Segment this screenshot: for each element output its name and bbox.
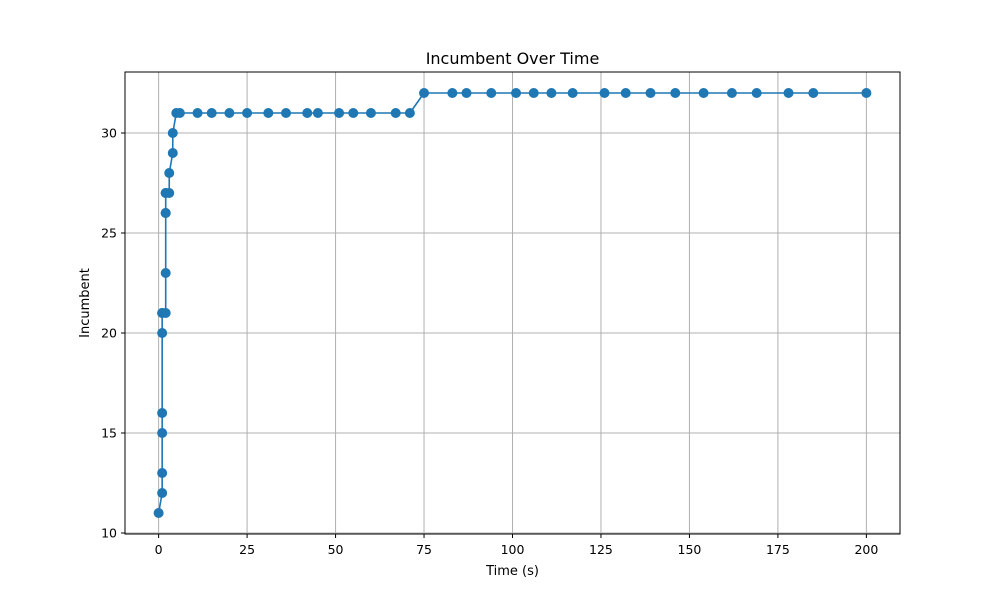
data-point [419,88,430,98]
data-point [242,108,253,118]
data-point [157,488,168,498]
data-point [546,88,557,98]
data-point [160,268,171,278]
data-point [174,108,185,118]
data-point [312,108,323,118]
data-point [511,88,522,98]
data-point [726,88,737,98]
y-tick-label: 15 [101,426,117,441]
x-tick-label: 175 [766,542,790,557]
grid [125,72,900,534]
data-point [153,508,164,518]
y-tick-label: 30 [101,126,117,141]
x-tick-label: 50 [328,542,344,557]
chart-title: Incumbent Over Time [426,49,600,68]
data-point [281,108,292,118]
y-axis-label: Incumbent [78,268,93,338]
x-tick-label: 0 [155,542,163,557]
data-point [167,148,178,158]
data-point [164,188,175,198]
data-point [447,88,458,98]
data-point [808,88,819,98]
data-point [348,108,359,118]
data-point [224,108,235,118]
data-point [861,88,872,98]
data-point [206,108,217,118]
data-point [528,88,539,98]
data-point [302,108,313,118]
data-point [164,168,175,178]
x-tick-label: 100 [501,542,525,557]
x-tick-label: 25 [239,542,255,557]
x-tick-label: 125 [589,542,613,557]
data-point [567,88,578,98]
data-point [263,108,274,118]
data-point [157,428,168,438]
x-axis-label: Time (s) [485,564,539,579]
data-point [670,88,681,98]
data-point [698,88,709,98]
data-point [620,88,631,98]
data-series [153,88,872,518]
data-point [160,208,171,218]
data-point [461,88,472,98]
x-tick-label: 75 [416,542,432,557]
data-point [157,468,168,478]
axis-ticks: 0 25 50 75 100 125 150 175 200 10 15 20 25 30 [101,126,878,558]
y-tick-label: 25 [101,226,117,241]
data-point [783,88,794,98]
x-tick-label: 150 [678,542,702,557]
data-point [751,88,762,98]
data-point [157,408,168,418]
y-tick-label: 20 [101,326,117,341]
data-point [167,128,178,138]
data-point [645,88,656,98]
data-point [599,88,610,98]
data-point [365,108,376,118]
y-tick-label: 10 [101,526,117,541]
data-point [390,108,401,118]
data-point [192,108,203,118]
data-point [157,328,168,338]
data-point [160,308,171,318]
plot-area-frame [124,71,901,535]
data-point [404,108,415,118]
data-point [334,108,345,118]
x-tick-label: 200 [854,542,878,557]
data-point [486,88,497,98]
